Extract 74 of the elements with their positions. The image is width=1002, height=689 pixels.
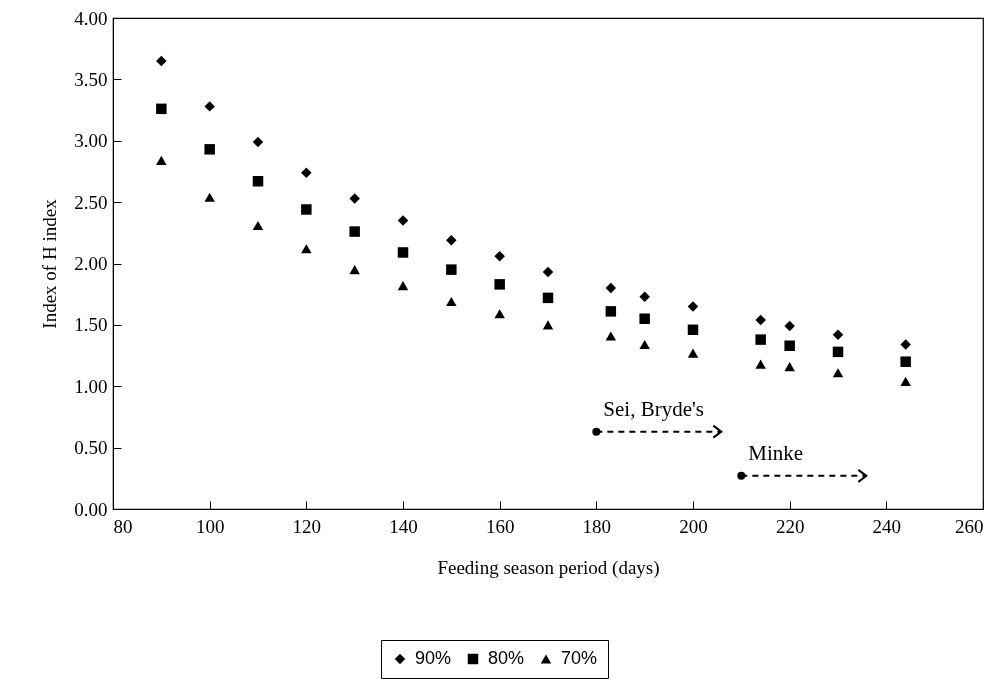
point bbox=[605, 306, 617, 317]
point bbox=[204, 192, 215, 202]
y-tick-label: 0.00 bbox=[74, 498, 108, 520]
point bbox=[252, 136, 264, 148]
legend-label: 80% bbox=[488, 648, 525, 668]
y-tick-label: 2.50 bbox=[74, 191, 108, 213]
point bbox=[900, 339, 911, 350]
x-tick-label: 140 bbox=[389, 515, 418, 537]
point bbox=[204, 144, 215, 155]
point bbox=[542, 266, 554, 278]
point bbox=[639, 291, 650, 302]
point bbox=[687, 348, 699, 358]
x-tick-label: 260 bbox=[955, 515, 984, 537]
x-tick-label: 100 bbox=[195, 515, 225, 537]
point bbox=[494, 279, 505, 290]
y-tick-label: 1.00 bbox=[74, 375, 108, 397]
x-tick-label: 80 bbox=[113, 515, 133, 537]
point bbox=[301, 204, 312, 215]
point bbox=[349, 265, 360, 275]
point bbox=[252, 220, 264, 230]
point bbox=[900, 356, 911, 367]
point bbox=[755, 334, 766, 345]
point bbox=[832, 329, 844, 340]
point bbox=[349, 193, 360, 204]
point bbox=[784, 320, 795, 332]
point bbox=[605, 331, 617, 341]
point bbox=[755, 314, 766, 326]
point bbox=[301, 244, 312, 254]
y-tick-label: 1.50 bbox=[74, 314, 108, 336]
point bbox=[204, 101, 215, 112]
point bbox=[832, 346, 844, 358]
point bbox=[784, 362, 795, 372]
point bbox=[397, 281, 409, 291]
x-tick-label: 240 bbox=[872, 515, 902, 537]
y-tick-label: 4.00 bbox=[74, 7, 108, 29]
y-axis-title: Index of H index bbox=[39, 198, 61, 329]
point bbox=[494, 309, 505, 319]
x-tick-label: 180 bbox=[582, 515, 612, 537]
point bbox=[252, 176, 264, 187]
point bbox=[494, 250, 505, 262]
point bbox=[446, 297, 457, 307]
point bbox=[397, 215, 409, 226]
point bbox=[156, 103, 167, 115]
point bbox=[542, 292, 554, 304]
point bbox=[446, 234, 457, 246]
x-tick-label: 120 bbox=[292, 515, 322, 537]
point bbox=[605, 282, 617, 294]
legend-label: 90% bbox=[415, 648, 452, 668]
y-tick-label: 2.00 bbox=[74, 253, 108, 274]
point bbox=[301, 167, 312, 178]
annotation: Minke bbox=[748, 440, 804, 465]
point bbox=[446, 264, 457, 275]
point bbox=[639, 339, 650, 350]
point bbox=[542, 320, 554, 330]
y-tick-label: 0.50 bbox=[74, 437, 108, 459]
x-axis-title: Feeding season period (days) bbox=[437, 556, 660, 579]
point bbox=[900, 376, 911, 386]
point bbox=[687, 301, 699, 312]
point bbox=[784, 340, 795, 351]
point bbox=[349, 226, 360, 237]
x-tick-label: 160 bbox=[485, 515, 515, 537]
point bbox=[156, 55, 167, 67]
point bbox=[755, 359, 766, 369]
x-tick-label: 220 bbox=[775, 515, 805, 537]
y-tick-label: 3.50 bbox=[74, 68, 108, 90]
point bbox=[687, 324, 699, 336]
annotation: Sei, Bryde's bbox=[603, 396, 704, 421]
y-tick-label: 3.00 bbox=[74, 130, 108, 152]
x-tick-label: 200 bbox=[679, 515, 708, 537]
point bbox=[832, 368, 844, 378]
point bbox=[639, 313, 650, 324]
legend-label: 70% bbox=[561, 648, 598, 668]
point bbox=[397, 247, 409, 258]
point bbox=[156, 155, 167, 165]
